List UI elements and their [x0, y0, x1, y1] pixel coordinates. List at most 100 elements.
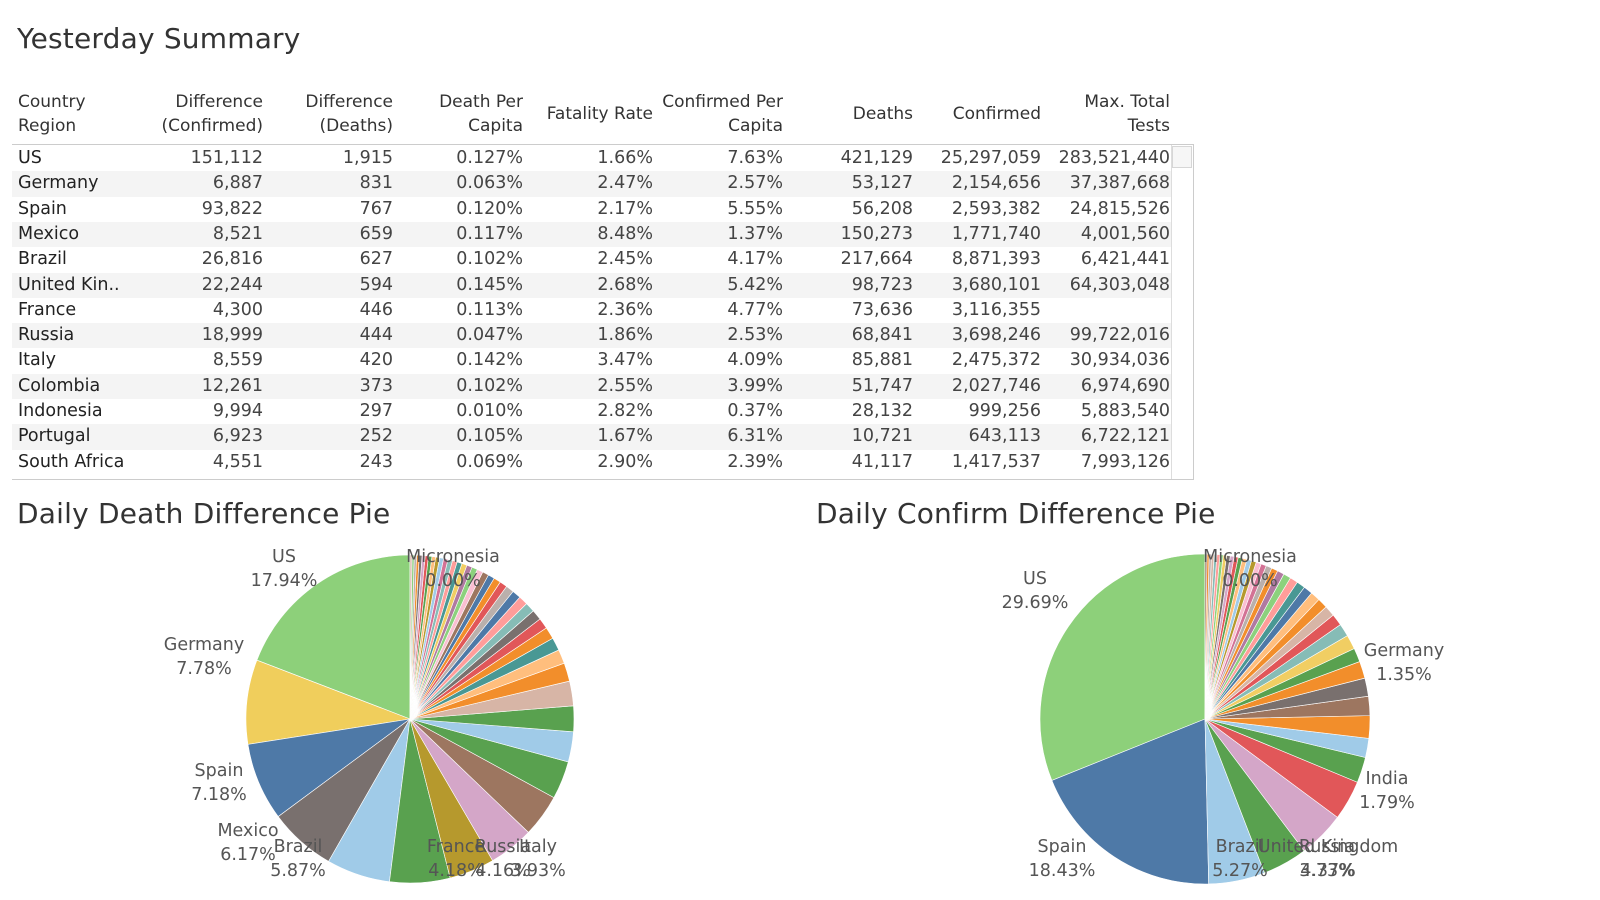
value-cell: 68,841 [851, 325, 913, 346]
pie-slice-value: 3.73% [1299, 861, 1355, 881]
value-cell: 56,208 [851, 198, 913, 219]
value-cell: 1,915 [342, 148, 393, 168]
table-row[interactable]: Portugal 6,923 252 0.105% 1.67% 6.31% 10,721 64… [12, 424, 1172, 450]
table-row[interactable]: Mexico 8,521 659 0.117% 8.48% 1.37% 150,273 1,7… [12, 221, 1172, 248]
column-header[interactable]: Deaths [788, 84, 913, 144]
pie-slice-label: Micronesia [406, 547, 500, 567]
table-row[interactable]: US 151,112 1,915 0.127% 1.66% 7.63% 421,129 25,… [12, 146, 1172, 171]
pie-slice[interactable] [1039, 553, 1206, 781]
table-row[interactable]: Indonesia 9,994 297 0.010% 2.82% 0.37% 28,132 9… [12, 399, 1172, 424]
column-header[interactable]: Fatality Rate [530, 84, 653, 144]
pie-slice-value: 5.27% [1212, 861, 1268, 881]
value-cell: 2,154,656 [951, 173, 1041, 194]
value-cell: 373 [359, 375, 393, 396]
value-cell: 3.47% [597, 350, 653, 371]
column-header-line: Region [18, 116, 77, 136]
table-body: US 151,112 1,915 0.127% 1.66% 7.63% 421,129 25,… [12, 144, 1194, 480]
country-cell: Spain [18, 198, 67, 219]
column-header-line: (Confirmed) [161, 116, 263, 136]
pie-slice-label: Russia [1299, 837, 1355, 857]
value-cell: 85,881 [851, 350, 913, 371]
column-header-line: Capita [728, 116, 783, 136]
value-cell: 627 [359, 249, 393, 270]
table-row[interactable]: South Africa 4,551 243 0.069% 2.90% 2.39% 41,1… [12, 450, 1172, 475]
value-cell: 6,887 [212, 173, 263, 194]
value-cell: 10,721 [851, 426, 913, 447]
pie-slice-label: Brazil [1216, 837, 1265, 857]
value-cell: 8,521 [212, 223, 263, 244]
pie-slice-value: 1.35% [1376, 665, 1432, 685]
value-cell: 6,722,121 [1080, 426, 1170, 447]
value-cell: 0.37% [727, 401, 783, 421]
table-row[interactable]: Italy 8,559 420 0.142% 3.47% 4.09% 85,881 2,475… [12, 348, 1172, 373]
country-cell: Portugal [18, 426, 91, 447]
table-row[interactable]: Russia 18,999 444 0.047% 1.86% 2.53% 68,841 3,6… [12, 323, 1172, 349]
value-cell: 93,822 [201, 198, 263, 219]
pie-slice[interactable] [409, 554, 413, 720]
value-cell: 1.67% [597, 426, 653, 447]
pie-slice[interactable] [1051, 718, 1209, 885]
value-cell: 99,722,016 [1069, 325, 1170, 346]
column-header[interactable]: Death Per Capita [404, 84, 523, 144]
pie-slice-label: Spain [195, 761, 244, 781]
column-header-line: (Deaths) [319, 116, 393, 136]
pie-slice-label: Russia [475, 837, 531, 857]
column-header[interactable]: Difference (Deaths) [274, 84, 393, 144]
column-header-text: Country Region [18, 90, 86, 138]
table-row[interactable]: Brazil 26,816 627 0.102% 2.45% 4.17% 217,664 8,… [12, 247, 1172, 272]
table-row[interactable]: France 4,300 446 0.113% 2.36% 4.77% 73,636 3,11… [12, 298, 1172, 323]
value-cell: 0.102% [456, 249, 523, 270]
pie-slice-value: 4.18% [428, 861, 484, 881]
value-cell: 3,680,101 [951, 274, 1041, 295]
value-cell: 2.36% [597, 299, 653, 320]
value-cell: 5.42% [727, 274, 783, 295]
column-header[interactable]: Difference (Confirmed) [130, 84, 263, 144]
pie-slice-label: India [1366, 769, 1409, 789]
country-cell: South Africa [18, 451, 125, 472]
pie-slice[interactable] [1204, 553, 1208, 720]
column-header-line: Deaths [852, 104, 913, 124]
pie-slice-label: United Kingdom [1258, 837, 1398, 857]
value-cell: 28,132 [851, 401, 913, 421]
pie-slice-value: 5.87% [270, 861, 326, 881]
value-cell: 1,771,740 [951, 223, 1041, 244]
value-cell: 22,244 [201, 274, 263, 295]
column-header-text: Difference (Confirmed) [161, 90, 263, 138]
pie-slice-label: Mexico [217, 821, 278, 841]
vertical-scrollbar[interactable] [1171, 145, 1193, 479]
pie-slice-value: 7.78% [176, 659, 232, 679]
value-cell: 2,027,746 [951, 375, 1041, 396]
column-header[interactable]: Max. Total Tests [1044, 84, 1170, 144]
value-cell: 999,256 [968, 401, 1041, 421]
value-cell: 252 [359, 426, 393, 447]
column-header-line: Tests [1127, 116, 1170, 136]
pie-slice[interactable] [256, 554, 411, 720]
table-row[interactable]: United Kin.. 22,244 594 0.145% 2.68% 5.42% 98,… [12, 272, 1172, 298]
value-cell: 2.55% [597, 375, 653, 396]
value-cell: 8,559 [212, 350, 263, 371]
value-cell: 98,723 [851, 274, 913, 295]
column-header-text: Deaths [853, 102, 913, 126]
column-header-line: Difference [305, 92, 393, 112]
value-cell: 7,993,126 [1080, 451, 1170, 472]
table-row[interactable]: Spain 93,822 767 0.120% 2.17% 5.55% 56,208 2,59… [12, 197, 1172, 222]
column-header[interactable]: Country Region [18, 84, 138, 144]
value-cell: 53,127 [851, 173, 913, 194]
value-cell: 0.117% [456, 223, 523, 244]
country-cell: Indonesia [18, 401, 103, 421]
column-header[interactable]: Confirmed Per Capita [656, 84, 783, 144]
table-row[interactable]: Germany 6,887 831 0.063% 2.47% 2.57% 53,127 2,1… [12, 171, 1172, 197]
value-cell: 831 [359, 173, 393, 194]
value-cell: 51,747 [851, 375, 913, 396]
column-header[interactable]: Confirmed [916, 84, 1041, 144]
value-cell: 4.09% [727, 350, 783, 371]
value-cell: 0.069% [456, 451, 523, 472]
pie-slice[interactable] [245, 659, 412, 745]
value-cell: 4.17% [727, 249, 783, 270]
value-cell: 2.90% [597, 451, 653, 472]
value-cell: 0.105% [456, 426, 523, 447]
scrollbar-thumb[interactable] [1172, 146, 1192, 168]
value-cell: 2.82% [597, 401, 653, 421]
table-row[interactable]: Colombia 12,261 373 0.102% 2.55% 3.99% 51,747 2… [12, 373, 1172, 399]
value-cell: 2,475,372 [951, 350, 1041, 371]
